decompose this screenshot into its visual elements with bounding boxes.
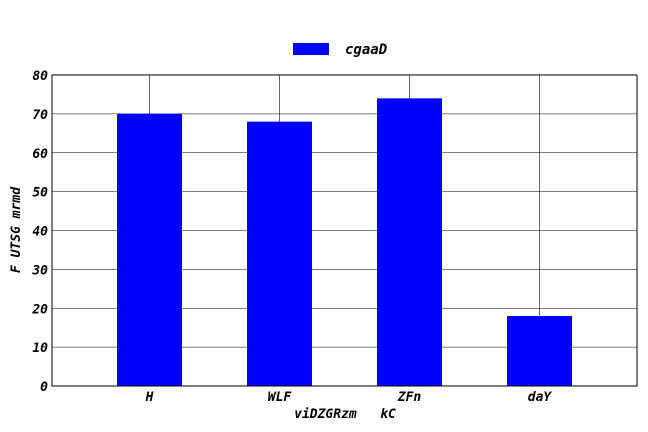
y-tick-label: 80	[32, 69, 48, 84]
bar-H	[117, 113, 182, 386]
x-axis-ticks: H WLF ZFn daY	[145, 390, 553, 405]
y-axis-label: F UTSG mrmd	[9, 186, 24, 273]
legend-label: cgaaD	[345, 42, 387, 58]
bars	[117, 98, 572, 387]
y-tick-label: 60	[32, 147, 48, 162]
plot-frame	[51, 74, 638, 387]
x-tick-label: daY	[528, 390, 553, 405]
y-tick-label: 70	[32, 108, 48, 123]
y-tick-label: 20	[31, 302, 48, 317]
x-tick-label: ZFn	[397, 390, 422, 405]
x-tick-label: WLF	[268, 390, 293, 405]
y-axis-ticks: 0 10 20 30 40 50 60 70 80	[31, 69, 48, 395]
y-tick-label: 50	[32, 186, 48, 201]
bar-daY	[507, 316, 572, 386]
y-tick-label: 40	[32, 225, 48, 240]
legend: cgaaD	[293, 42, 387, 58]
bar-ZFn	[377, 98, 442, 386]
x-axis-label: viDZGRzm kC	[294, 407, 396, 422]
y-tick-label: 0	[40, 380, 48, 395]
bar-WLF	[247, 121, 312, 387]
y-tick-label: 30	[31, 263, 48, 278]
legend-swatch	[293, 43, 329, 55]
y-tick-label: 10	[32, 341, 48, 356]
x-tick-label: H	[145, 390, 154, 405]
